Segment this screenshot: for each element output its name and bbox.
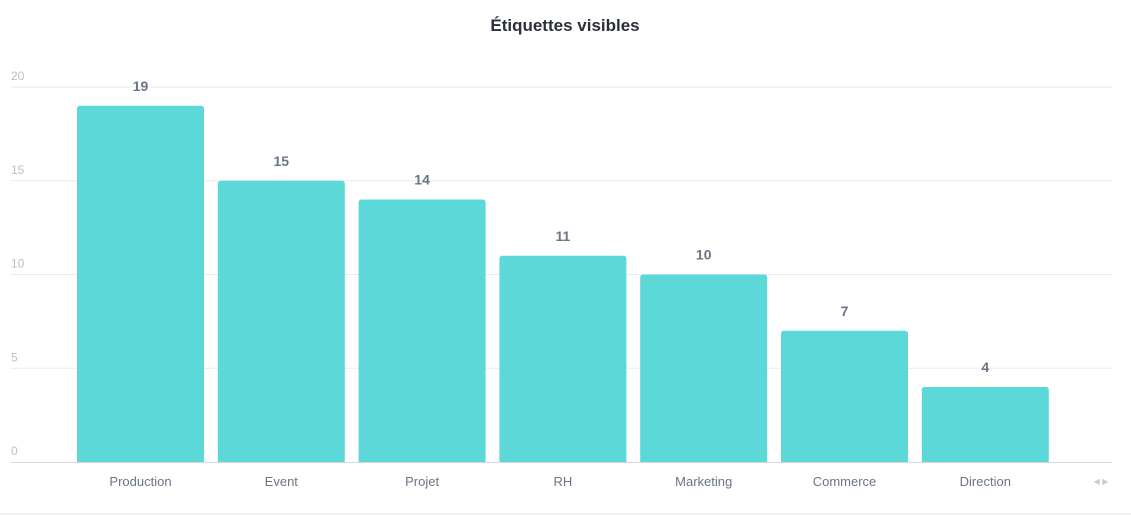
x-tick-label: Projet: [405, 474, 439, 489]
data-label: 10: [696, 247, 712, 263]
y-tick-label: 5: [11, 350, 18, 364]
y-tick-label: 0: [11, 444, 18, 458]
bar-rh[interactable]: [499, 255, 627, 462]
bar-marketing[interactable]: [640, 274, 768, 463]
y-tick-label: 10: [11, 257, 25, 271]
x-tick-label: Production: [109, 474, 171, 489]
data-label: 15: [274, 153, 290, 169]
x-tick-label: Marketing: [675, 474, 732, 489]
data-label: 4: [981, 359, 989, 375]
x-tick-label: Event: [265, 474, 299, 489]
chart-title: Étiquettes visibles: [490, 16, 639, 35]
y-axis-ticks: 0 5 10 15 20: [11, 69, 25, 458]
data-label: 11: [555, 228, 570, 244]
x-tick-label: RH: [554, 474, 573, 489]
scroll-arrows-icon[interactable]: ◀ ▶: [1094, 477, 1110, 486]
x-tick-label: Direction: [960, 474, 1011, 489]
y-tick-label: 15: [11, 163, 25, 177]
x-tick-label: Commerce: [813, 474, 877, 489]
y-tick-label: 20: [11, 69, 25, 83]
x-axis-ticks: Production Event Projet RH Marketing Commerce…: [109, 474, 1011, 489]
data-label: 7: [841, 303, 849, 319]
bar-direction[interactable]: [921, 387, 1049, 462]
bar-production[interactable]: [77, 105, 204, 462]
bars: [77, 105, 1049, 463]
data-label: 14: [414, 172, 430, 188]
data-label: 19: [133, 78, 149, 94]
data-labels: 19 15 14 11 10 7 4: [133, 78, 990, 375]
bar-event[interactable]: [217, 180, 345, 462]
bar-projet[interactable]: [358, 199, 486, 463]
bar-commerce[interactable]: [781, 330, 908, 462]
